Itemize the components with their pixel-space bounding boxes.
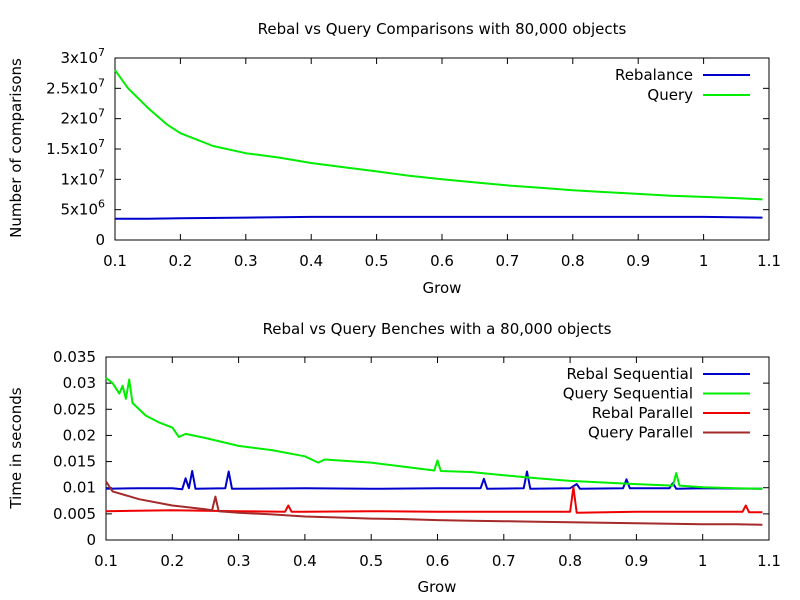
y-tick-label: 3x107 xyxy=(60,46,105,67)
legend-label: Rebalance xyxy=(615,66,693,84)
y-axis-label: Time in seconds xyxy=(7,387,25,509)
x-tick-label: 1.1 xyxy=(757,252,781,270)
legend-label: Rebal Parallel xyxy=(592,404,693,422)
legend-label: Query Parallel xyxy=(588,424,693,442)
x-tick-label: 0.7 xyxy=(495,252,519,270)
x-tick-label: 0.8 xyxy=(558,552,582,570)
y-tick-base: 1.5x10 xyxy=(46,140,98,158)
x-tick-label: 0.8 xyxy=(561,252,585,270)
y-tick-label: 0.015 xyxy=(53,453,96,471)
x-axis-label: Grow xyxy=(418,578,457,596)
y-tick-label: 0.035 xyxy=(53,348,96,366)
legend-label: Query xyxy=(647,86,693,104)
y-tick-label: 0.02 xyxy=(63,426,96,444)
y-tick-label: 0.03 xyxy=(63,374,96,392)
series-group xyxy=(114,69,763,220)
y-tick-label: 0 xyxy=(95,231,105,249)
y-tick-base: 2x10 xyxy=(60,110,98,128)
x-tick-label: 0.4 xyxy=(299,252,323,270)
y-tick-exponent: 7 xyxy=(98,167,105,180)
y-tick-exponent: 7 xyxy=(98,137,105,150)
benches-chart: Rebal vs Query Benches with a 80,000 obj… xyxy=(7,320,781,596)
x-tick-label: 0.5 xyxy=(365,252,389,270)
x-tick-label: 0.5 xyxy=(359,552,383,570)
x-tick-label: 0.9 xyxy=(626,252,650,270)
series-line-query xyxy=(114,69,763,201)
series-line-rebal-parallel xyxy=(105,486,763,514)
y-tick-label: 5x106 xyxy=(60,198,105,219)
x-tick-label: 0.1 xyxy=(103,252,127,270)
tick-group: 0.1 0.2 0.3 0.4 0.5 0.6 0.7 0.8 0.9 1 1.105x1061x1… xyxy=(46,46,781,270)
x-tick-label: 0.6 xyxy=(430,252,454,270)
x-tick-label: 1 xyxy=(699,252,709,270)
y-tick-label: 0.005 xyxy=(53,505,96,523)
y-tick-label: 0 xyxy=(86,531,96,549)
chart-title: Rebal vs Query Comparisons with 80,000 o… xyxy=(258,20,627,38)
legend: Rebalance Query xyxy=(615,66,750,104)
tick-group: 0.1 0.2 0.3 0.4 0.5 0.6 0.7 0.8 0.9 1 1.1 0 0.005 0.0… xyxy=(53,348,781,570)
y-tick-base: 0 xyxy=(95,231,105,249)
y-tick-label: 1x107 xyxy=(60,167,105,188)
x-tick-label: 0.4 xyxy=(293,552,317,570)
x-tick-label: 0.1 xyxy=(94,552,118,570)
y-tick-label: 0.025 xyxy=(53,400,96,418)
x-axis-label: Grow xyxy=(423,279,462,297)
x-tick-label: 0.9 xyxy=(624,552,648,570)
chart-title: Rebal vs Query Benches with a 80,000 obj… xyxy=(263,320,612,338)
x-tick-label: 0.6 xyxy=(426,552,450,570)
series-group xyxy=(105,377,763,526)
y-tick-exponent: 6 xyxy=(98,198,105,211)
y-axis-label: Number of comparisons xyxy=(7,58,25,238)
y-tick-label: 1.5x107 xyxy=(46,137,105,158)
series-line-rebal-sequential xyxy=(105,470,763,491)
y-tick-label: 0.01 xyxy=(63,479,96,497)
y-tick-exponent: 7 xyxy=(98,46,105,59)
y-tick-exponent: 7 xyxy=(98,107,105,120)
y-tick-base: 3x10 xyxy=(60,49,98,67)
x-tick-label: 0.3 xyxy=(234,252,258,270)
x-tick-label: 1 xyxy=(698,552,708,570)
series-line-rebalance xyxy=(115,215,763,220)
y-tick-base: 2.5x10 xyxy=(46,79,98,97)
x-tick-label: 0.7 xyxy=(492,552,516,570)
y-tick-label: 2x107 xyxy=(60,107,105,128)
y-tick-exponent: 7 xyxy=(98,76,105,89)
x-tick-label: 1.1 xyxy=(757,552,781,570)
legend-label: Rebal Sequential xyxy=(566,365,693,383)
series-line-query-parallel xyxy=(105,480,763,526)
comparisons-chart: Rebal vs Query Comparisons with 80,000 o… xyxy=(7,20,781,297)
y-tick-base: 5x10 xyxy=(60,201,98,219)
legend-label: Query Sequential xyxy=(563,385,693,403)
x-tick-label: 0.2 xyxy=(160,552,184,570)
series-line-query-sequential xyxy=(105,377,763,490)
y-tick-base: 1x10 xyxy=(60,170,98,188)
x-tick-label: 0.2 xyxy=(168,252,192,270)
y-tick-label: 2.5x107 xyxy=(46,76,105,97)
x-tick-label: 0.3 xyxy=(227,552,251,570)
